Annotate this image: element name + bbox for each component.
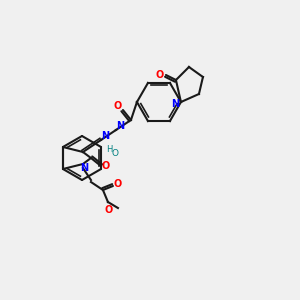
- Text: N: N: [101, 131, 109, 141]
- Text: O: O: [114, 179, 122, 189]
- Text: O: O: [105, 205, 113, 215]
- Text: N: N: [116, 121, 124, 131]
- Text: H: H: [106, 146, 112, 154]
- Text: N: N: [80, 163, 88, 173]
- Text: N: N: [171, 99, 179, 109]
- Text: O: O: [111, 149, 118, 158]
- Text: O: O: [156, 70, 164, 80]
- Text: O: O: [102, 161, 110, 171]
- Text: O: O: [114, 101, 122, 111]
